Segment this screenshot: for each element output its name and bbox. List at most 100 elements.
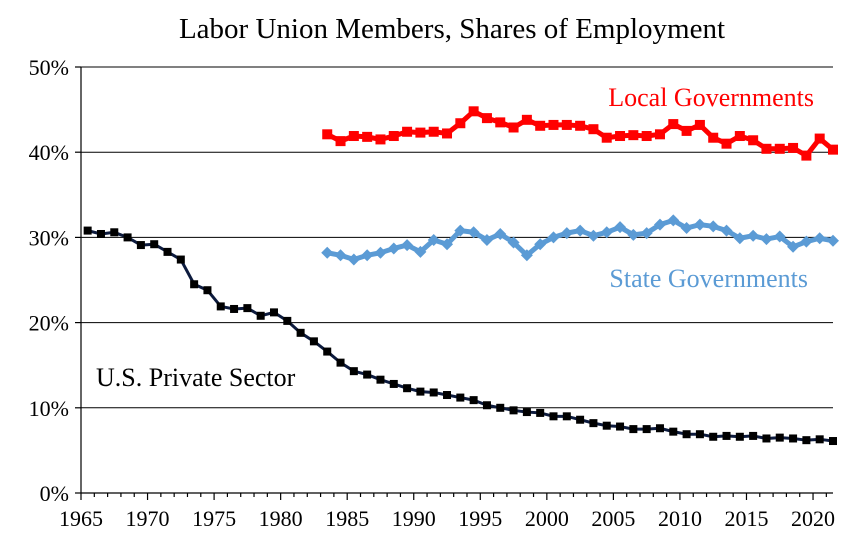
x-tick-label-1990: 1990 xyxy=(392,506,436,531)
point-state-governments-2014 xyxy=(733,232,746,245)
point-u-s-private-sector-1972 xyxy=(176,255,185,264)
point-u-s-private-sector-1978 xyxy=(256,311,265,320)
point-local-governments-1991 xyxy=(428,126,439,137)
point-u-s-private-sector-1968 xyxy=(123,233,132,242)
point-u-s-private-sector-2010 xyxy=(682,430,691,439)
point-state-governments-2005 xyxy=(614,221,627,234)
point-u-s-private-sector-2019 xyxy=(802,436,811,445)
point-state-governments-1998 xyxy=(520,249,533,262)
series-state-governments xyxy=(321,214,839,266)
point-state-governments-2008 xyxy=(653,218,666,231)
point-u-s-private-sector-2011 xyxy=(695,430,704,439)
point-state-governments-1985 xyxy=(347,253,360,266)
point-state-governments-1996 xyxy=(494,227,507,240)
point-local-governments-1988 xyxy=(388,131,399,142)
point-local-governments-2020 xyxy=(814,133,825,144)
point-u-s-private-sector-1986 xyxy=(363,370,372,379)
point-local-governments-1989 xyxy=(402,126,413,137)
point-local-governments-2002 xyxy=(575,120,586,131)
point-state-governments-2004 xyxy=(600,226,613,239)
point-local-governments-2018 xyxy=(788,142,799,153)
point-local-governments-2008 xyxy=(654,129,665,140)
point-state-governments-2015 xyxy=(747,229,760,242)
point-state-governments-1984 xyxy=(334,249,347,262)
point-u-s-private-sector-2009 xyxy=(669,427,678,436)
point-state-governments-1995 xyxy=(480,233,493,246)
point-u-s-private-sector-2016 xyxy=(762,434,771,443)
point-local-governments-2017 xyxy=(774,143,785,154)
point-u-s-private-sector-1969 xyxy=(136,241,145,250)
point-u-s-private-sector-1975 xyxy=(216,302,225,311)
series-u-s-private-sector xyxy=(83,226,837,446)
point-u-s-private-sector-1994 xyxy=(469,396,478,405)
point-u-s-private-sector-2017 xyxy=(775,433,784,442)
point-u-s-private-sector-2002 xyxy=(576,415,585,424)
point-u-s-private-sector-1973 xyxy=(190,280,199,289)
point-u-s-private-sector-1987 xyxy=(376,375,385,384)
point-state-governments-2020 xyxy=(813,232,826,245)
x-tick-label-2010: 2010 xyxy=(658,506,702,531)
series-label-us-private-sector: U.S. Private Sector xyxy=(96,363,296,392)
point-u-s-private-sector-1983 xyxy=(323,347,332,356)
chart-title: Labor Union Members, Shares of Employmen… xyxy=(179,13,725,45)
point-state-governments-2019 xyxy=(800,235,813,248)
point-local-governments-2005 xyxy=(615,131,626,142)
point-local-governments-2010 xyxy=(681,125,692,136)
point-u-s-private-sector-2005 xyxy=(616,422,625,431)
point-u-s-private-sector-1967 xyxy=(110,228,119,237)
x-tick-label-2020: 2020 xyxy=(791,506,835,531)
x-tick-label-1980: 1980 xyxy=(259,506,303,531)
point-state-governments-1989 xyxy=(401,239,414,252)
point-u-s-private-sector-1993 xyxy=(456,393,465,402)
point-state-governments-2016 xyxy=(760,233,773,246)
point-u-s-private-sector-1985 xyxy=(349,367,358,376)
point-u-s-private-sector-1982 xyxy=(309,337,318,346)
point-local-governments-2001 xyxy=(561,119,572,130)
point-local-governments-1984 xyxy=(335,136,346,147)
point-u-s-private-sector-2020 xyxy=(815,435,824,444)
point-state-governments-1987 xyxy=(374,246,387,259)
point-u-s-private-sector-1966 xyxy=(96,229,105,238)
point-state-governments-1991 xyxy=(427,233,440,246)
y-tick-label-10: 10% xyxy=(29,396,69,421)
point-state-governments-2018 xyxy=(787,240,800,253)
point-state-governments-1992 xyxy=(441,238,454,251)
point-local-governments-2019 xyxy=(801,150,812,161)
point-local-governments-2015 xyxy=(748,135,759,146)
series-local-governments xyxy=(322,106,838,161)
y-tick-label-20: 20% xyxy=(29,311,69,336)
point-u-s-private-sector-1965 xyxy=(83,226,92,235)
x-tick-label-1985: 1985 xyxy=(325,506,369,531)
point-state-governments-2017 xyxy=(773,230,786,243)
point-local-governments-1993 xyxy=(455,118,466,129)
x-tick-label-1970: 1970 xyxy=(126,506,170,531)
point-u-s-private-sector-1979 xyxy=(269,308,278,317)
point-u-s-private-sector-1977 xyxy=(243,304,252,313)
x-tick-label-1965: 1965 xyxy=(59,506,103,531)
point-u-s-private-sector-2006 xyxy=(629,425,638,434)
point-local-governments-2021 xyxy=(828,144,838,155)
point-state-governments-2001 xyxy=(560,227,573,240)
point-u-s-private-sector-1981 xyxy=(296,328,305,337)
point-local-governments-2012 xyxy=(708,132,719,143)
point-state-governments-2002 xyxy=(574,224,587,237)
point-local-governments-2014 xyxy=(734,131,745,142)
x-tick-label-2000: 2000 xyxy=(525,506,569,531)
point-u-s-private-sector-1971 xyxy=(163,247,172,256)
point-u-s-private-sector-2001 xyxy=(562,412,571,421)
y-tick-label-30: 30% xyxy=(29,225,69,250)
point-local-governments-1996 xyxy=(495,117,506,128)
series-label-state-governments: State Governments xyxy=(609,264,808,293)
x-tick-label-1975: 1975 xyxy=(192,506,236,531)
point-u-s-private-sector-2014 xyxy=(735,432,744,441)
point-local-governments-1994 xyxy=(468,106,479,117)
point-state-governments-1999 xyxy=(534,238,547,251)
point-u-s-private-sector-2018 xyxy=(789,434,798,443)
series-label-local-governments: Local Governments xyxy=(608,83,814,112)
point-u-s-private-sector-1984 xyxy=(336,358,345,367)
point-local-governments-2016 xyxy=(761,143,772,154)
point-u-s-private-sector-2003 xyxy=(589,419,598,428)
point-u-s-private-sector-1989 xyxy=(403,384,412,393)
